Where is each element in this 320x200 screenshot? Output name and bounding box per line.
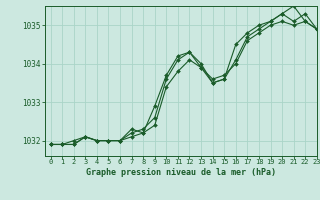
X-axis label: Graphe pression niveau de la mer (hPa): Graphe pression niveau de la mer (hPa) (86, 168, 276, 177)
